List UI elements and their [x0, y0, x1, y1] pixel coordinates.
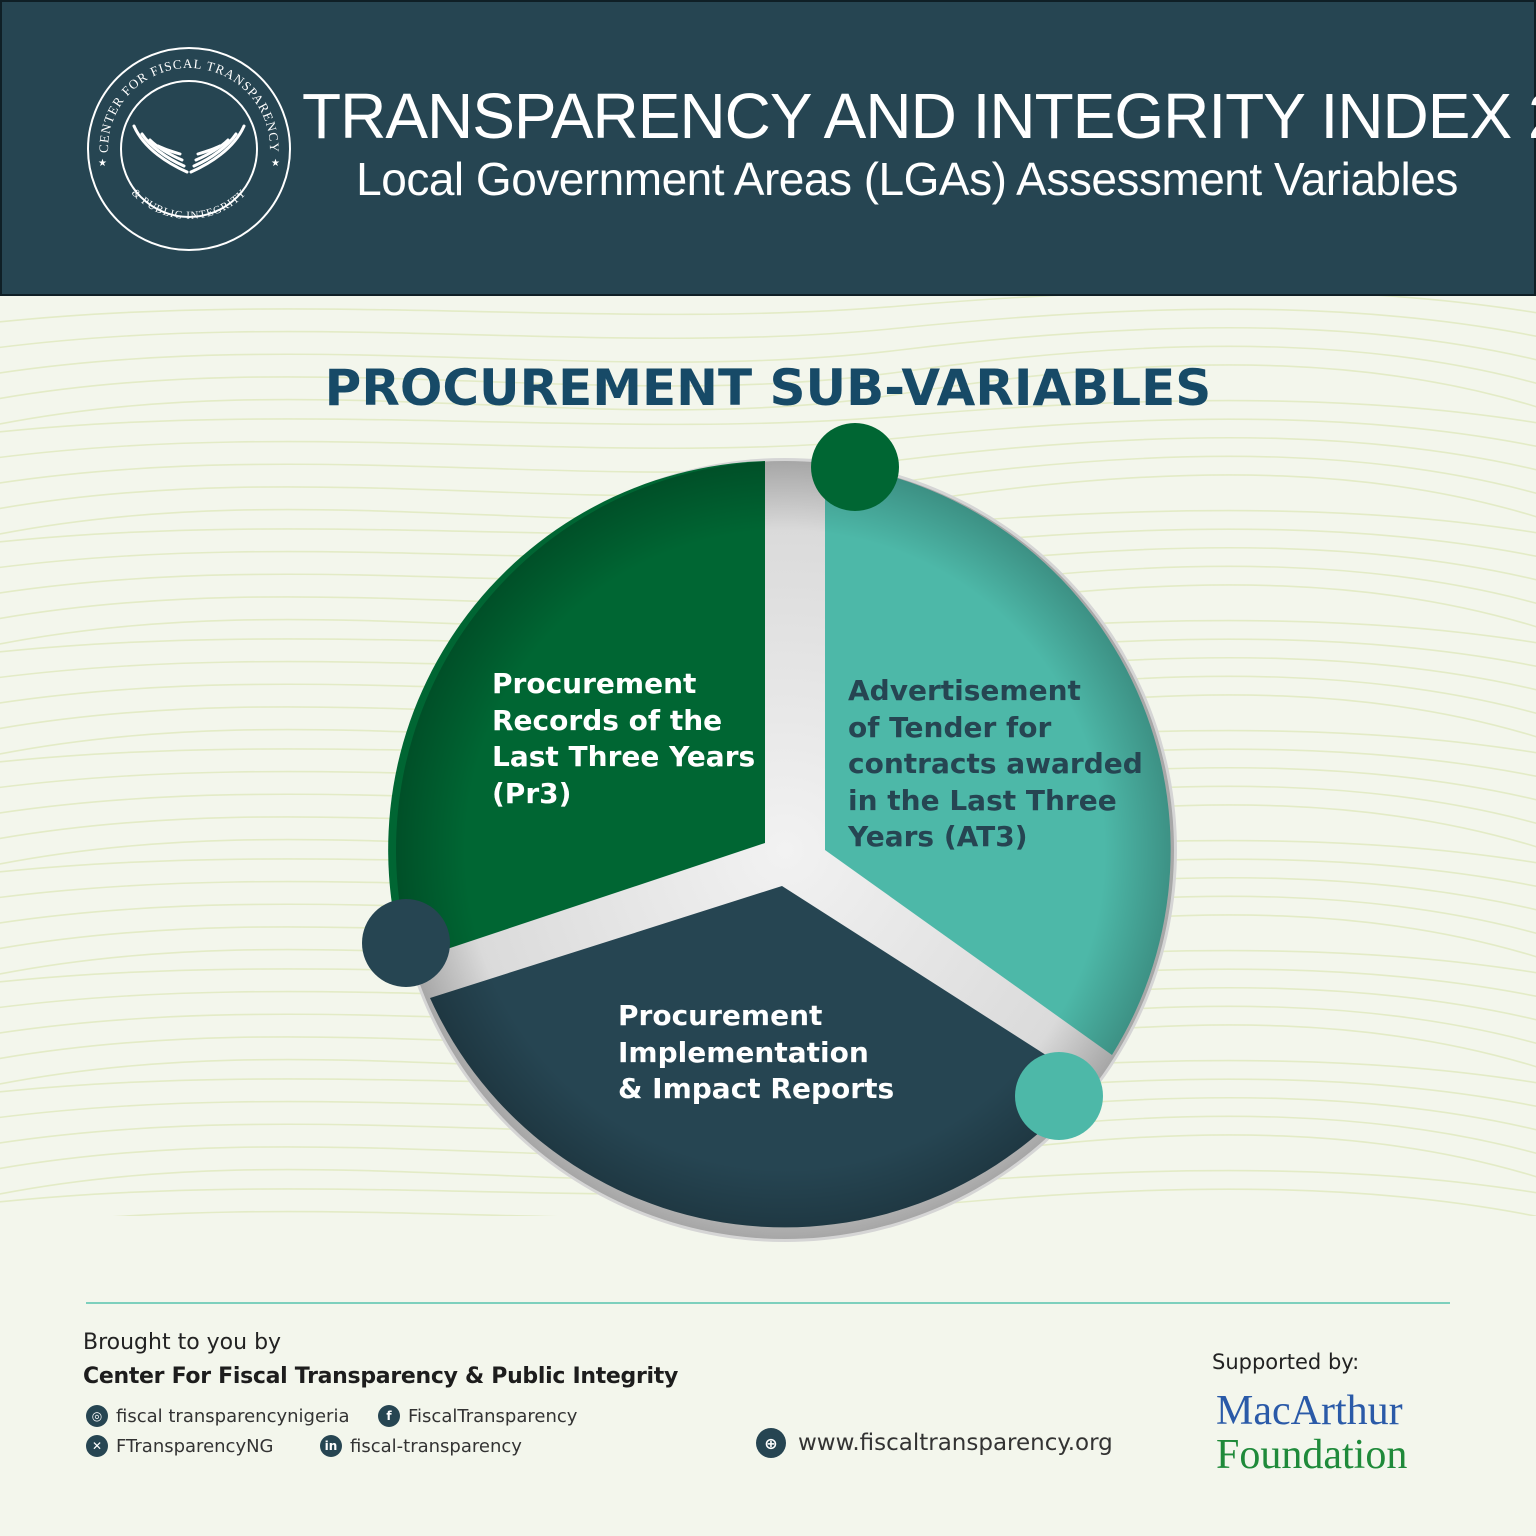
sponsor-logo-line2: Foundation	[1216, 1432, 1408, 1478]
background-wave-line	[0, 326, 1536, 374]
segment-impl-line: Procurement	[618, 999, 823, 1032]
accent-dot-navy	[362, 899, 450, 987]
footer-divider	[86, 1302, 1450, 1304]
segment-at3-line: of Tender for	[848, 710, 1052, 744]
segment-at3-line: contracts awarded	[848, 747, 1143, 780]
social-instagram[interactable]: ◎ fiscal transparencynigeria	[86, 1405, 349, 1427]
accent-dot-teal	[1015, 1052, 1103, 1140]
sponsor-logo-line1: MacArthur	[1216, 1388, 1403, 1434]
x-icon: ✕	[86, 1435, 108, 1457]
segment-at3-line: Advertisement	[848, 674, 1081, 707]
diagram-edge-shading	[396, 461, 1174, 1239]
segment-impl-line: Implementation	[618, 1035, 869, 1069]
social-handle: fiscal transparencynigeria	[116, 1405, 350, 1427]
segment-impl-line: & Impact Reports	[618, 1072, 895, 1105]
segment-impl-label: Procurement Implementation & Impact Repo…	[618, 998, 938, 1108]
instagram-icon: ◎	[86, 1405, 108, 1427]
background-wave-line	[0, 399, 1536, 433]
header-banner: CENTER FOR FISCAL TRANSPARENCY & PUBLIC …	[0, 0, 1536, 296]
organization-logo: CENTER FOR FISCAL TRANSPARENCY & PUBLIC …	[87, 47, 291, 251]
social-handle: FTransparencyNG	[116, 1435, 274, 1457]
background-wave-line	[0, 308, 1536, 349]
background-wave-line	[0, 345, 1536, 400]
svg-text:★: ★	[271, 158, 280, 169]
social-handle: FiscalTransparency	[408, 1405, 578, 1427]
background-wave-line	[0, 296, 1536, 323]
website-link[interactable]: ⊕ www.fiscaltransparency.org	[756, 1428, 1113, 1458]
organization-name: Center For Fiscal Transparency & Public …	[83, 1364, 679, 1389]
segment-at3-line: Years (AT3)	[848, 820, 1028, 853]
social-linkedin[interactable]: in fiscal-transparency	[320, 1435, 522, 1457]
segment-pr3-label: Procurement Records of the Last Three Ye…	[492, 666, 772, 812]
section-title: PROCUREMENT SUB-VARIABLES	[324, 359, 1212, 417]
website-url: www.fiscaltransparency.org	[798, 1430, 1113, 1456]
accent-dot-green	[811, 423, 899, 511]
background-wave-line	[0, 364, 1536, 425]
segment-at3-label: Advertisement of Tender for contracts aw…	[848, 673, 1148, 856]
svg-text:★: ★	[98, 158, 107, 169]
social-handle: fiscal-transparency	[350, 1435, 522, 1457]
segment-pr3-line: (Pr3)	[492, 776, 572, 810]
segment-pr3-line: Procurement	[492, 667, 697, 700]
linkedin-icon: in	[320, 1435, 342, 1457]
globe-icon: ⊕	[756, 1428, 786, 1458]
social-facebook[interactable]: f FiscalTransparency	[378, 1405, 577, 1427]
page-subtitle: Local Government Areas (LGAs) Assessment…	[356, 153, 1458, 205]
page-title: TRANSPARENCY AND INTEGRITY INDEX 2024	[302, 80, 1536, 152]
brought-to-you-by: Brought to you by	[83, 1330, 282, 1355]
social-x[interactable]: ✕ FTransparencyNG	[86, 1435, 274, 1457]
facebook-icon: f	[378, 1405, 400, 1427]
wings-icon	[132, 124, 246, 174]
segment-at3-line: in the Last Three	[848, 783, 1117, 817]
segment-pr3-line: Records of the	[492, 703, 723, 737]
supported-by-label: Supported by:	[1212, 1350, 1360, 1374]
segment-pr3-line: Last Three Years	[492, 740, 756, 773]
